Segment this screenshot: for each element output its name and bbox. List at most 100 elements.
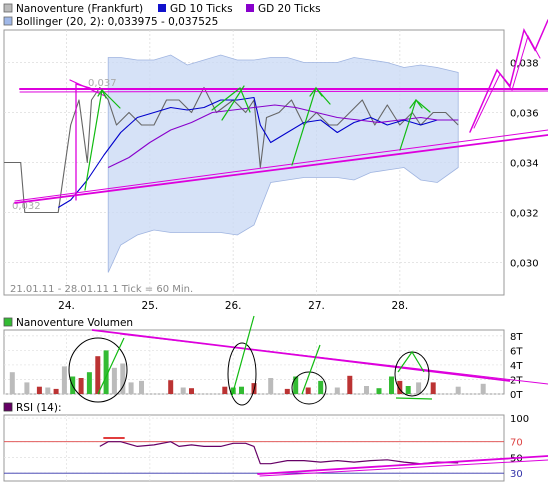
volume-bar — [305, 387, 311, 394]
volume-bar — [61, 366, 67, 394]
volume-bar — [455, 386, 461, 394]
price-x-tick-label: 26. — [225, 300, 242, 312]
volume-bar — [239, 386, 244, 394]
price-panel: 0,030 0,032 0,034 0,036 0,038 24. 25. 26. 27. 28… — [3, 29, 539, 312]
volume-bar — [86, 372, 92, 394]
volume-bar — [189, 388, 194, 394]
volume-bar — [480, 383, 486, 394]
legend-label-ma20: GD 20 Ticks — [258, 3, 321, 15]
volume-bar — [405, 386, 411, 394]
legend-swatch-volume — [3, 317, 13, 327]
volume-bar — [376, 388, 382, 394]
support-trendline — [14, 134, 548, 204]
volume-bar — [397, 380, 403, 394]
rsi-y-tick-label: 100 — [510, 414, 529, 425]
price-green-arrows — [84, 85, 431, 191]
price-series-line-1 — [57, 96, 459, 208]
volume-circle-1 — [68, 337, 128, 403]
rsi-trendline — [257, 455, 548, 475]
rsi-reference-lines — [4, 441, 504, 474]
price-series — [4, 86, 459, 214]
volume-panel: 8T 6T 4T 2T 0T — [3, 329, 523, 401]
volume-y-tick-label: 2T — [510, 375, 523, 386]
legend-label-bollinger: Bollinger (20, 2): 0,033975 - 0,037525 — [16, 16, 218, 28]
legend-label-price: Nanoventure (Frankfurt) — [16, 3, 143, 15]
green-arrow-3b — [309, 87, 323, 97]
price-series-line-2 — [107, 104, 459, 168]
volume-y-tick-label: 0T — [510, 390, 523, 401]
time-range-info: 21.01.11 - 28.01.11 1 Tick = 60 Min. — [10, 284, 193, 295]
volume-circle-3 — [291, 371, 327, 405]
volume-green-stroke-1 — [97, 337, 125, 395]
rsi-y-tick-label: 30 — [510, 469, 523, 480]
price-x-tick-label: 27. — [308, 300, 325, 312]
volume-y-axis: 8T 6T 4T 2T 0T — [510, 332, 523, 401]
green-arrow-2 — [211, 87, 251, 113]
rsi-panel: 100 70 50 30 — [3, 414, 529, 482]
volume-bar — [430, 382, 436, 394]
legend-label-volume: Nanoventure Volumen — [16, 317, 133, 329]
volume-legend: Nanoventure Volumen — [3, 317, 133, 329]
legend-label-ma10: GD 10 Ticks — [170, 3, 233, 15]
price-y-tick-label: 0,038 — [510, 59, 539, 70]
volume-green-stroke-3 — [301, 344, 321, 395]
volume-y-tick-label: 8T — [510, 332, 523, 343]
price-x-tick-label: 25. — [141, 300, 158, 312]
bollinger-band — [107, 54, 459, 273]
volume-trendline-thin — [119, 333, 548, 385]
legend-swatch-price — [3, 3, 13, 13]
forecast-zigzag — [469, 19, 548, 133]
resistance-line-thin — [19, 90, 548, 93]
support-trendline-thin — [14, 129, 548, 202]
price-trendlines — [14, 19, 548, 204]
price-x-tick-label: 24. — [58, 300, 75, 312]
rsi-y-axis: 100 70 50 30 — [510, 414, 529, 480]
volume-bar — [128, 382, 134, 394]
volume-bar — [389, 376, 394, 394]
legend-swatch-rsi — [3, 402, 13, 412]
price-series-line-0 — [4, 86, 459, 214]
volume-bar — [284, 388, 290, 394]
rsi-annotations — [103, 437, 548, 477]
rsi-y-tick-label: 50 — [510, 453, 523, 464]
volume-bar — [24, 382, 30, 394]
rsi-y-tick-label: 70 — [510, 438, 523, 449]
annotation-bottom-left-value: 0,032 — [12, 201, 41, 212]
volume-bar — [45, 387, 51, 394]
volume-bar — [347, 375, 353, 394]
volume-bar — [78, 378, 84, 394]
rsi-legend: RSI (14): — [3, 402, 62, 414]
price-y-tick-label: 0,036 — [510, 109, 539, 120]
green-arrow-1b — [97, 88, 107, 99]
volume-green-baseline — [395, 397, 433, 400]
volume-bar — [222, 386, 228, 394]
price-x-axis: 24. 25. 26. 27. 28. — [58, 300, 408, 312]
legend-swatch-bollinger — [3, 16, 13, 26]
volume-bar — [334, 387, 340, 394]
legend-swatch-ma20 — [246, 4, 254, 12]
legend-swatch-ma10 — [158, 4, 166, 12]
volume-bar — [364, 386, 369, 394]
rsi-series — [99, 441, 459, 465]
volume-bar — [168, 380, 174, 394]
green-arrow-2b — [221, 85, 245, 121]
volume-bar — [103, 350, 109, 394]
volume-y-tick-label: 6T — [510, 346, 523, 357]
price-legend: Nanoventure (Frankfurt) GD 10 Ticks GD 2… — [3, 3, 321, 28]
volume-bars — [9, 350, 486, 394]
volume-bar — [139, 380, 144, 394]
price-y-tick-label: 0,030 — [510, 259, 539, 270]
volume-bar — [9, 372, 15, 394]
volume-green-stroke-4 — [397, 350, 425, 373]
legend-label-rsi: RSI (14): — [16, 402, 62, 414]
volume-bar — [53, 388, 59, 394]
volume-bar — [180, 387, 186, 394]
volume-green-stroke-2 — [231, 315, 255, 397]
price-x-tick-label: 28. — [391, 300, 408, 312]
forecast-zigzag-2 — [473, 34, 541, 129]
rsi-line — [99, 441, 459, 465]
rsi-trendline-thin — [259, 459, 548, 477]
volume-bar — [318, 380, 324, 394]
volume-bar — [416, 382, 422, 394]
